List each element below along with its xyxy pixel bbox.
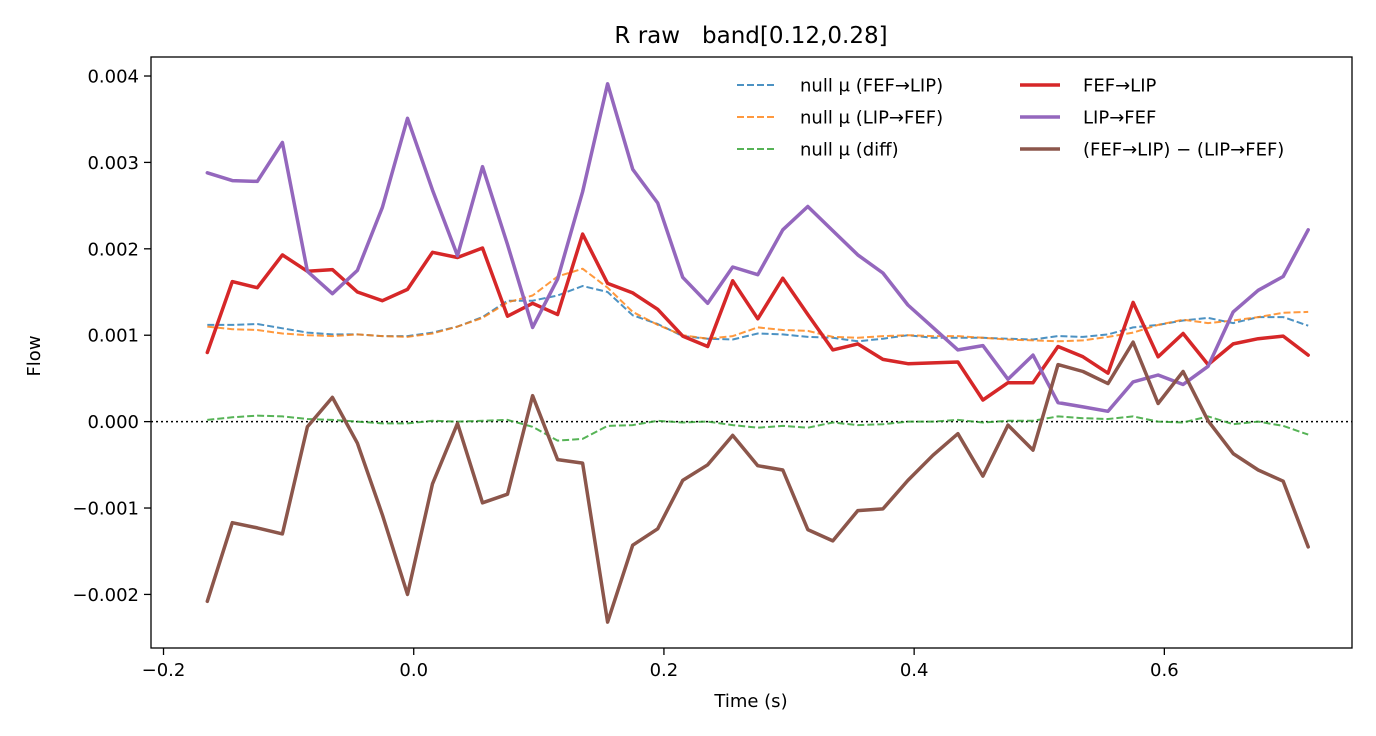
y-tick-label: 0.000 [87,412,139,433]
series-line-3 [205,232,1310,402]
y-tick-label: 0.003 [87,153,139,174]
x-axis: −0.2 0.0 0.2 0.4 0.6 [142,648,1179,681]
legend-label-1: null μ (LIP→FEF) [800,108,943,129]
y-tick-label: −0.002 [72,585,139,606]
y-tick-label: 0.004 [87,67,139,88]
x-tick-label: 0.2 [650,660,679,681]
y-axis-label: Flow [24,335,45,376]
y-tick-label: −0.001 [72,499,139,520]
chart-title: R raw band[0.12,0.28] [614,23,887,49]
x-tick-label: −0.2 [142,660,186,681]
series-line-1 [207,267,1309,343]
y-tick-label: 0.001 [87,326,139,347]
y-axis: −0.002 −0.001 0.000 0.001 0.002 0.003 0.004 [72,67,151,606]
x-tick-label: 0.4 [900,660,929,681]
plot-frame [150,56,1353,649]
series-line-4 [205,82,1310,414]
x-tick-label: 0.0 [399,660,428,681]
legend-label-0: null μ (FEF→LIP) [800,76,943,97]
x-tick-label: 0.6 [1150,660,1179,681]
legend: null μ (FEF→LIP) null μ (LIP→FEF) null μ (… [737,76,1284,161]
legend-label-4: LIP→FEF [1083,108,1156,129]
legend-label-5: (FEF→LIP) − (LIP→FEF) [1083,140,1284,161]
series-group [205,82,1310,624]
plot-area [151,82,1352,624]
legend-label-3: FEF→LIP [1083,76,1156,97]
series-line-2 [207,414,1309,442]
series-line-5 [205,340,1310,624]
legend-label-2: null μ (diff) [800,140,899,161]
y-tick-label: 0.002 [87,239,139,260]
x-axis-label: Time (s) [713,691,787,712]
